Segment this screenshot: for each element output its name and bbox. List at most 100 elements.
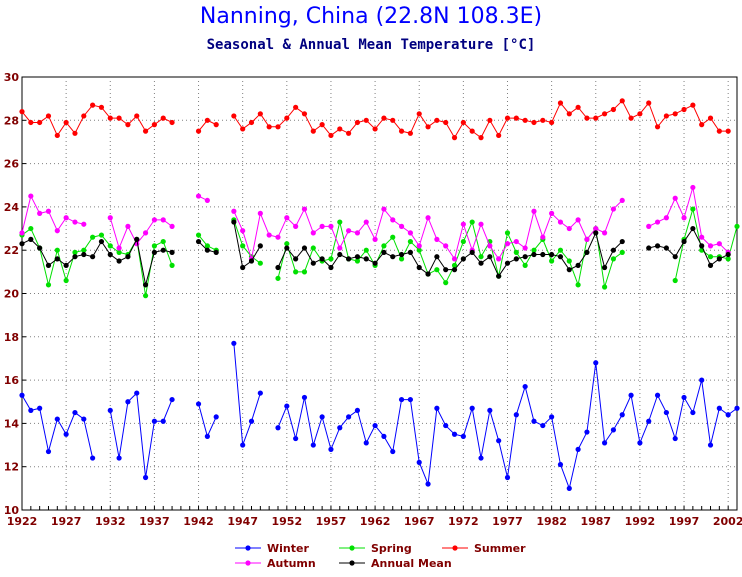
data-point-autumn: [460, 221, 466, 227]
data-point-winter: [637, 440, 643, 446]
data-point-annual-mean: [204, 247, 210, 253]
data-point-summer: [699, 122, 705, 128]
data-point-spring: [107, 243, 113, 249]
data-point-spring: [72, 249, 78, 255]
data-point-annual-mean: [540, 251, 546, 258]
data-point-annual-mean: [28, 236, 34, 242]
data-point-spring: [398, 256, 405, 262]
data-point-winter: [487, 407, 493, 414]
data-point-summer: [513, 115, 519, 121]
data-point-summer: [354, 119, 361, 126]
data-point-autumn: [63, 215, 69, 221]
series-line-spring: [233, 219, 261, 264]
data-point-annual-mean: [707, 262, 714, 268]
data-point-autumn: [681, 215, 687, 221]
data-point-summer: [610, 106, 617, 113]
data-point-winter: [690, 409, 696, 416]
data-point-winter: [654, 392, 661, 398]
data-point-summer: [195, 128, 202, 134]
data-point-spring: [557, 247, 564, 253]
data-point-summer: [257, 111, 263, 117]
data-point-winter: [275, 425, 281, 431]
data-point-summer: [672, 111, 678, 117]
data-point-summer: [398, 128, 405, 134]
data-point-spring: [54, 247, 60, 253]
data-point-annual-mean: [116, 258, 122, 264]
data-point-spring: [90, 234, 96, 240]
data-point-autumn: [390, 217, 396, 223]
data-point-summer: [690, 102, 696, 108]
data-point-summer: [531, 119, 537, 126]
data-point-annual-mean: [151, 249, 158, 255]
data-point-winter: [575, 446, 581, 452]
data-point-spring: [257, 260, 263, 266]
data-point-summer: [663, 113, 669, 119]
series-line-spring: [21, 227, 173, 296]
data-point-summer: [248, 119, 255, 126]
data-point-autumn: [45, 208, 52, 214]
data-point-annual-mean: [513, 256, 519, 262]
data-point-autumn: [610, 206, 617, 212]
data-point-autumn: [337, 245, 343, 251]
data-point-winter: [248, 418, 255, 424]
data-point-autumn: [513, 238, 519, 245]
data-point-autumn: [160, 217, 166, 223]
data-point-winter: [72, 409, 78, 416]
data-point-annual-mean: [522, 254, 528, 260]
data-point-winter: [257, 390, 263, 396]
data-point-spring: [169, 262, 175, 268]
legend-label: Summer: [474, 542, 526, 555]
data-point-annual-mean: [54, 256, 60, 262]
data-point-autumn: [699, 234, 705, 240]
data-point-spring: [284, 241, 290, 247]
data-point-autumn: [407, 230, 413, 236]
data-point-annual-mean: [425, 271, 431, 277]
data-point-annual-mean: [354, 254, 361, 260]
series-line-winter: [198, 403, 217, 438]
x-tick-label: 1932: [95, 515, 126, 528]
data-point-summer: [681, 106, 687, 113]
data-point-annual-mean: [248, 258, 255, 264]
data-point-annual-mean: [45, 262, 52, 268]
x-tick-label: 2002: [713, 515, 742, 528]
data-point-summer: [266, 124, 272, 130]
data-point-annual-mean: [681, 238, 687, 245]
data-point-annual-mean: [310, 260, 316, 266]
data-point-winter: [716, 405, 722, 411]
series-line-annual-mean: [648, 227, 729, 267]
data-point-autumn: [72, 219, 78, 225]
data-point-summer: [469, 128, 475, 134]
series-line-autumn: [233, 200, 623, 261]
data-point-autumn: [310, 230, 316, 236]
data-point-annual-mean: [37, 245, 43, 251]
data-point-autumn: [416, 243, 422, 249]
data-point-autumn: [195, 193, 202, 199]
data-point-autumn: [275, 234, 281, 240]
data-point-annual-mean: [601, 264, 608, 271]
data-point-summer: [213, 122, 219, 128]
x-tick-label: 1997: [669, 515, 700, 528]
data-point-annual-mean: [443, 267, 449, 273]
data-point-winter: [54, 416, 60, 422]
data-point-winter: [425, 481, 431, 487]
plot-frame: [21, 76, 738, 511]
x-tick-label: 1922: [7, 515, 38, 528]
data-point-annual-mean: [125, 254, 131, 260]
data-point-winter: [557, 461, 564, 468]
series-line-winter: [21, 395, 94, 459]
data-point-summer: [28, 119, 34, 126]
data-point-autumn: [593, 225, 599, 232]
data-point-winter: [566, 485, 572, 491]
data-point-winter: [443, 422, 449, 429]
data-point-summer: [460, 119, 466, 126]
data-point-summer: [381, 115, 387, 121]
data-point-autumn: [672, 195, 678, 201]
data-point-summer: [116, 115, 122, 121]
x-tick-label: 1982: [536, 515, 567, 528]
data-point-annual-mean: [725, 251, 731, 258]
data-point-autumn: [293, 223, 299, 229]
legend-label: Winter: [267, 542, 309, 555]
y-tick-label: 22: [4, 244, 19, 257]
data-point-summer: [19, 109, 25, 115]
data-point-winter: [328, 446, 334, 452]
